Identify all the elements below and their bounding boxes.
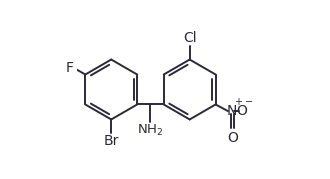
Text: N: N (226, 104, 237, 118)
Text: −: − (245, 97, 253, 107)
Text: F: F (65, 61, 73, 75)
Text: O: O (237, 104, 248, 118)
Text: NH$_2$: NH$_2$ (137, 123, 164, 138)
Text: Cl: Cl (183, 32, 196, 45)
Text: Br: Br (104, 134, 119, 147)
Text: O: O (227, 131, 238, 145)
Text: +: + (234, 97, 242, 107)
